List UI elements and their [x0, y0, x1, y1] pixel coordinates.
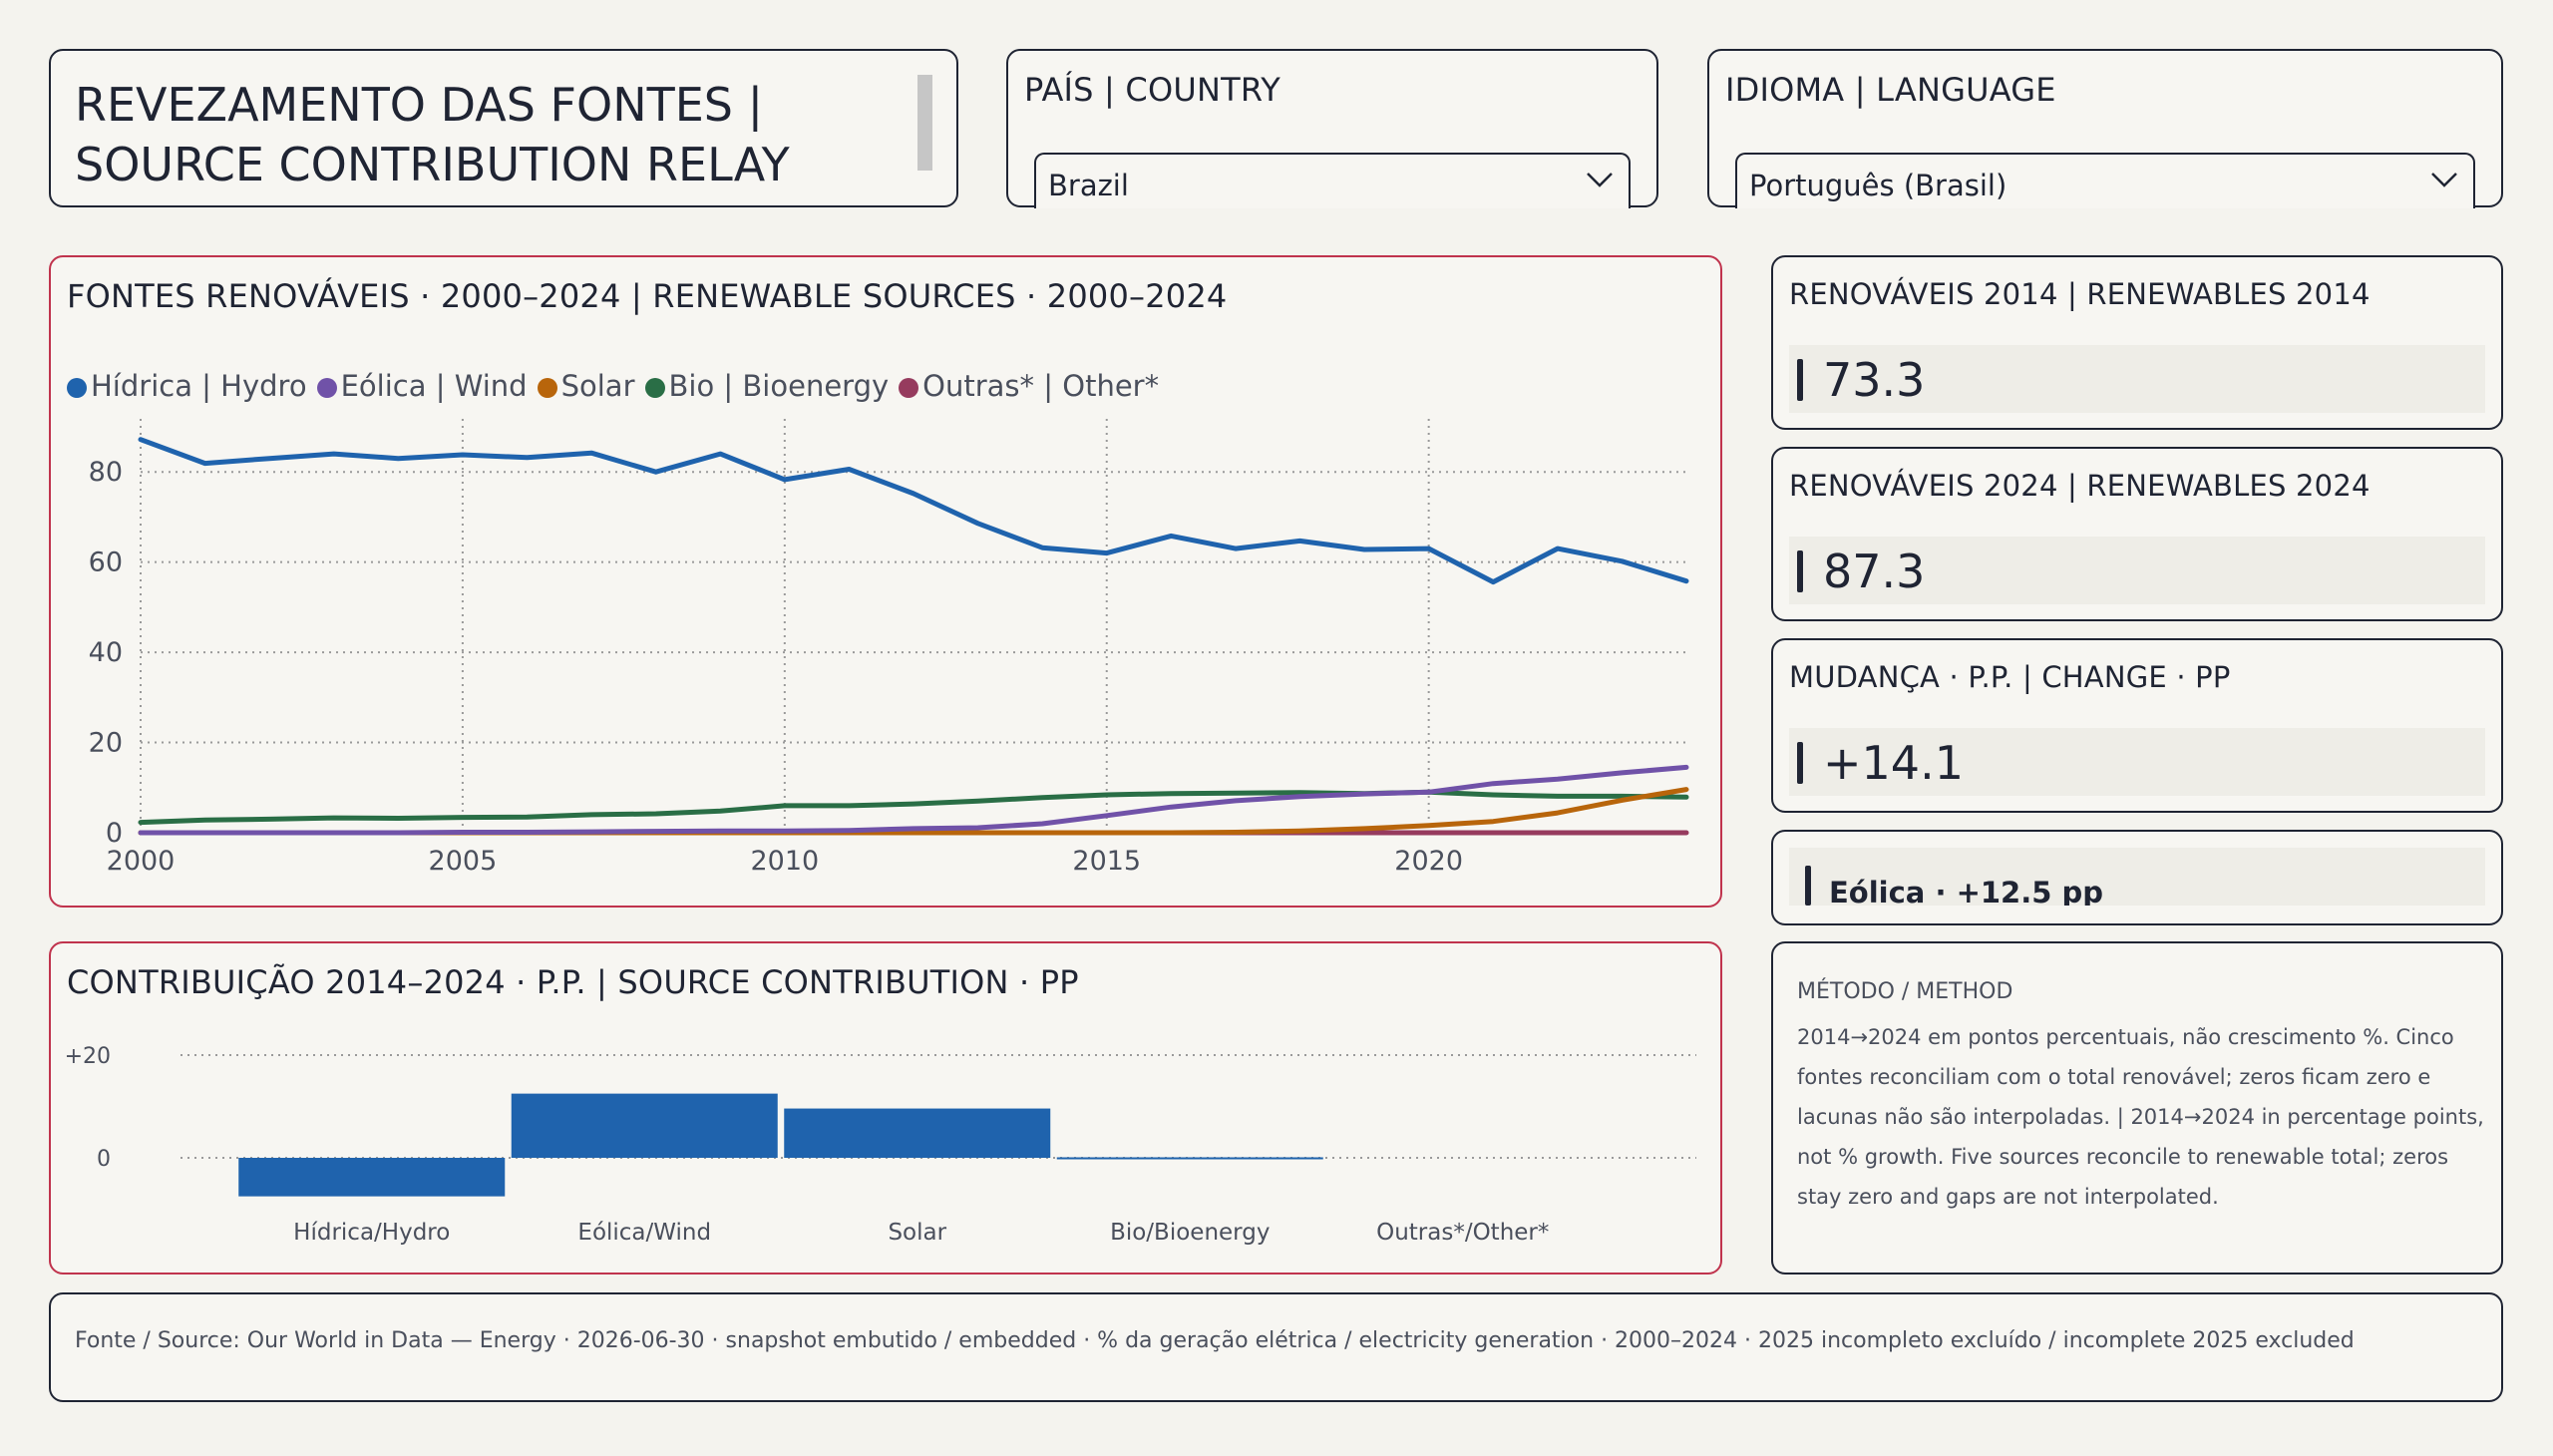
kpi-accent-bar — [1797, 359, 1803, 401]
category-label: Bio/Bioenergy — [1110, 1220, 1270, 1246]
kpi-value: 87.3 — [1823, 545, 1926, 598]
kpi-label: RENOVÁVEIS 2024 | RENEWABLES 2024 — [1789, 469, 2371, 503]
footer-source: Fonte / Source: Our World in Data — Ener… — [49, 1292, 2503, 1402]
title-card: REVEZAMENTO DAS FONTES | SOURCE CONTRIBU… — [49, 49, 958, 207]
bar-3[interactable] — [1056, 1157, 1323, 1160]
country-dropdown[interactable]: Brazil — [1034, 153, 1631, 208]
legend-label: Outras* | Other* — [922, 369, 1160, 403]
country-slicer: PAÍS | COUNTRY Brazil — [1006, 49, 1658, 208]
bar-0[interactable] — [238, 1158, 506, 1197]
bar-chart-card: CONTRIBUIÇÃO 2014–2024 · P.P. | SOURCE C… — [49, 941, 1722, 1274]
line-chart-legend: Hídrica | Hydro Eólica | Wind Solar Bio | B… — [67, 369, 1169, 403]
y-tick-label: 80 — [89, 457, 123, 488]
language-dropdown-value: Português (Brasil) — [1749, 169, 2007, 202]
bar-chart-title: CONTRIBUIÇÃO 2014–2024 · P.P. | SOURCE C… — [67, 963, 1079, 1001]
legend-dot-icon — [899, 378, 919, 398]
kpi-value-box: 73.3 — [1789, 345, 2485, 413]
category-label: Eólica/Wind — [577, 1220, 711, 1246]
legend-item[interactable]: Hídrica | Hydro — [67, 369, 307, 403]
bar-2[interactable] — [784, 1108, 1051, 1158]
kpi-value: +14.1 — [1823, 736, 1964, 790]
legend-item[interactable]: Bio | Bioenergy — [644, 369, 890, 403]
kpi-top-contributor: Eólica · +12.5 pp — [1771, 830, 2503, 925]
legend-dot-icon — [316, 378, 337, 398]
kpi-label: RENOVÁVEIS 2014 | RENEWABLES 2014 — [1789, 277, 2371, 311]
kpi-value: Eólica · +12.5 pp — [1829, 876, 2104, 906]
x-tick-label: 2015 — [1072, 846, 1141, 877]
category-label: Outras*/Other* — [1376, 1220, 1549, 1246]
legend-item[interactable]: Outras* | Other* — [899, 369, 1159, 403]
kpi-change-pp: MUDANÇA · P.P. | CHANGE · PP +14.1 — [1771, 638, 2503, 813]
x-tick-label: 2010 — [750, 846, 819, 877]
language-slicer: IDIOMA | LANGUAGE Português (Brasil) — [1707, 49, 2503, 208]
footer-text: Fonte / Source: Our World in Data — Ener… — [75, 1328, 2355, 1353]
chevron-down-icon — [1587, 173, 1613, 187]
kpi-value-box: Eólica · +12.5 pp — [1789, 848, 2485, 906]
legend-dot-icon — [644, 378, 665, 398]
kpi-label: MUDANÇA · P.P. | CHANGE · PP — [1789, 660, 2231, 694]
method-text: 2014→2024 em pontos percentuais, não cre… — [1797, 1025, 2484, 1209]
legend-item[interactable]: Solar — [537, 369, 635, 403]
series-line-0[interactable] — [138, 437, 1689, 585]
line-chart: 0 20 40 60 80 2000 2005 2010 2015 2020 — [89, 419, 1689, 877]
x-tick-label: 2005 — [429, 846, 498, 877]
kpi-value: 73.3 — [1823, 353, 1926, 407]
y-tick-label: 0 — [106, 818, 123, 849]
category-label: Solar — [888, 1220, 946, 1246]
y-tick-label: 20 — [89, 728, 123, 759]
kpi-value-box: 87.3 — [1789, 537, 2485, 604]
x-tick-label: 2020 — [1394, 846, 1463, 877]
legend-label: Solar — [560, 369, 635, 403]
x-tick-label: 2000 — [107, 846, 176, 877]
y-tick-label: +20 — [65, 1044, 111, 1069]
legend-label: Eólica | Wind — [340, 369, 528, 403]
method-card: MÉTODO / METHOD 2014→2024 em pontos perc… — [1771, 941, 2503, 1274]
kpi-accent-bar — [1797, 742, 1803, 784]
bar-1[interactable] — [511, 1093, 778, 1158]
bar-chart: +20 0 Hídrica/Hydro Eólica/Wind Solar Bio/Bio… — [65, 1044, 1696, 1246]
legend-label: Bio | Bioenergy — [668, 369, 890, 403]
kpi-renewables-2024: RENOVÁVEIS 2024 | RENEWABLES 2024 87.3 — [1771, 447, 2503, 621]
legend-dot-icon — [537, 378, 557, 398]
y-tick-label: 40 — [89, 637, 123, 668]
y-tick-label: 60 — [89, 547, 123, 578]
series-line-1[interactable] — [138, 764, 1689, 836]
line-chart-card: FONTES RENOVÁVEIS · 2000–2024 | RENEWABL… — [49, 255, 1722, 908]
page-title: REVEZAMENTO DAS FONTES | SOURCE CONTRIBU… — [75, 78, 790, 191]
title-scrollbar[interactable] — [917, 75, 932, 171]
kpi-renewables-2014: RENOVÁVEIS 2014 | RENEWABLES 2014 73.3 — [1771, 255, 2503, 430]
line-chart-title: FONTES RENOVÁVEIS · 2000–2024 | RENEWABL… — [67, 277, 1228, 315]
kpi-value-box: +14.1 — [1789, 728, 2485, 796]
kpi-accent-bar — [1805, 866, 1811, 906]
category-label: Hídrica/Hydro — [293, 1220, 450, 1246]
country-slicer-label: PAÍS | COUNTRY — [1024, 71, 1280, 109]
method-title: MÉTODO / METHOD — [1797, 979, 2013, 1004]
country-dropdown-value: Brazil — [1048, 169, 1129, 202]
legend-label: Hídrica | Hydro — [91, 369, 307, 403]
kpi-accent-bar — [1797, 550, 1803, 592]
language-dropdown[interactable]: Português (Brasil) — [1735, 153, 2475, 208]
series-line-3[interactable] — [138, 789, 1689, 826]
chevron-down-icon — [2431, 173, 2457, 187]
language-slicer-label: IDIOMA | LANGUAGE — [1725, 71, 2056, 109]
legend-dot-icon — [67, 378, 87, 398]
legend-item[interactable]: Eólica | Wind — [316, 369, 528, 403]
y-tick-label: 0 — [97, 1147, 111, 1172]
